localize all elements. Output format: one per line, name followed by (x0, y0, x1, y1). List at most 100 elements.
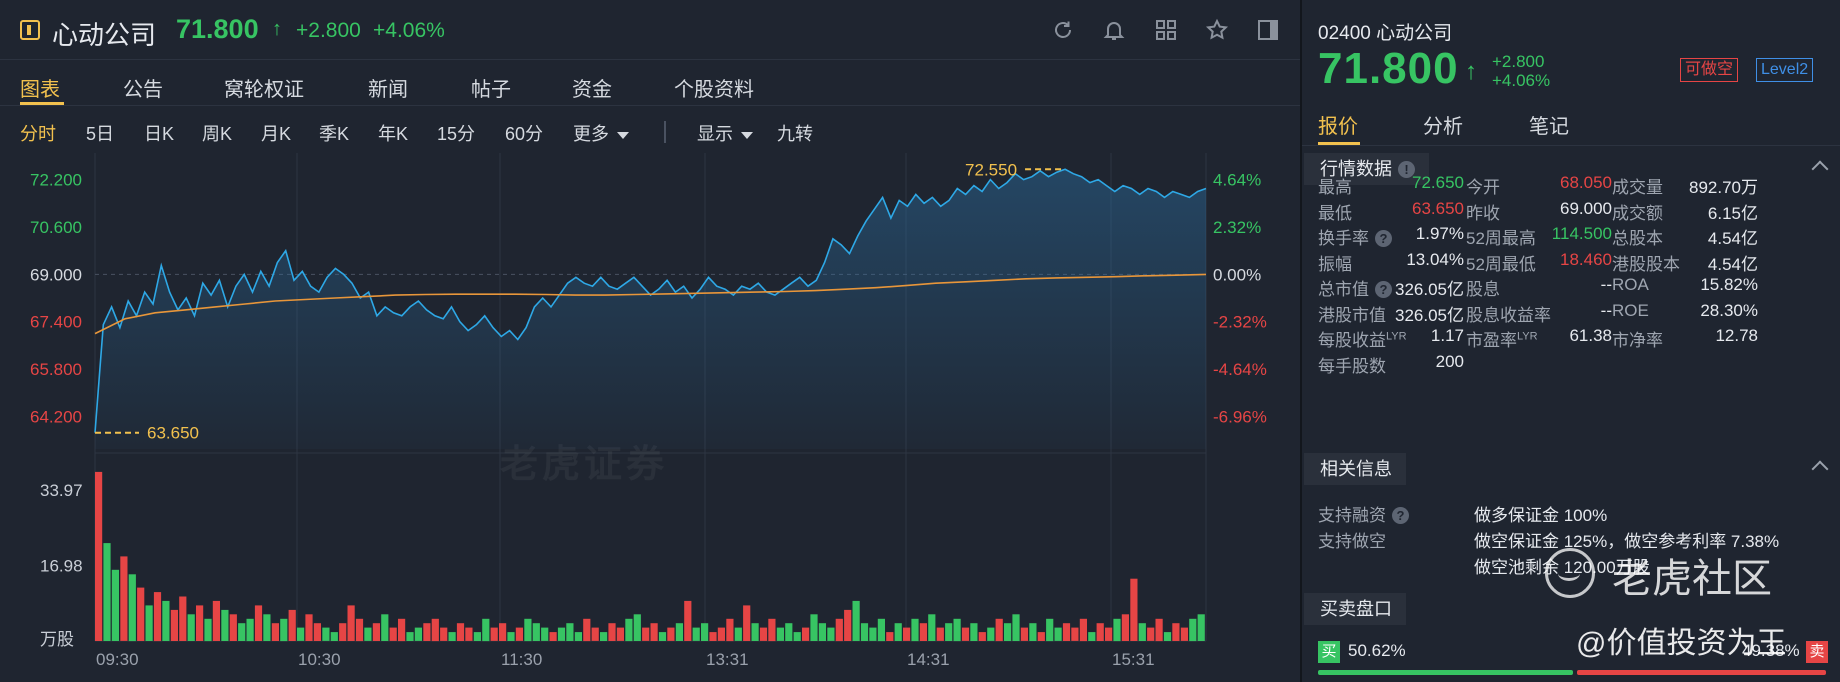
volume-bar (726, 618, 734, 642)
toolbar-divider (664, 121, 666, 143)
period-week-k[interactable]: 周K (202, 124, 233, 144)
volume-bar (608, 623, 616, 641)
volume-bar (759, 627, 768, 641)
star-icon[interactable] (1205, 18, 1229, 42)
stat-label-text: 最高 (1318, 178, 1352, 197)
help-icon[interactable]: ? (1392, 507, 1409, 524)
volume-bar (776, 627, 784, 641)
related-value-financing: 做多保证金 100% (1474, 506, 1608, 525)
related-label-financing: 支持融资? (1318, 501, 1409, 526)
shortable-badge[interactable]: 可做空 (1680, 58, 1739, 82)
stat-label: 市盈率LYR (1466, 326, 1538, 351)
help-icon[interactable]: ? (1375, 281, 1392, 298)
volume-bar (751, 623, 759, 641)
volume-bar (1096, 623, 1104, 641)
volume-bar (313, 623, 321, 641)
tab-news[interactable]: 新闻 (368, 79, 408, 101)
stat-value: -- (1600, 300, 1612, 320)
panel-toggle-icon[interactable] (1256, 18, 1280, 42)
volume-bar (423, 623, 431, 641)
info-icon[interactable]: ! (1398, 161, 1415, 178)
volume-bar (642, 627, 650, 641)
period-intraday[interactable]: 分时 (20, 124, 56, 144)
intraday-chart[interactable]: 72.200 4.64% 70.600 2.32% 69.000 0.00% 67.400 -… (0, 153, 1300, 682)
tab-notes[interactable]: 笔记 (1529, 116, 1569, 138)
period-more-dropdown[interactable]: 更多 (573, 120, 629, 146)
tab-quote[interactable]: 报价 (1318, 116, 1358, 138)
stat-value: 61.38 (1569, 326, 1612, 345)
collapse-icon[interactable] (1811, 160, 1829, 178)
help-icon[interactable]: ? (1375, 230, 1392, 247)
volume-bar (894, 623, 902, 641)
bell-icon[interactable] (1102, 18, 1126, 42)
volume-bar (448, 632, 456, 641)
volume-bar (667, 627, 675, 641)
volume-bar (238, 623, 246, 641)
stat-value: 114.500 (1551, 224, 1612, 243)
low-marker-label: 63.650 (147, 424, 199, 443)
period-quarter-k[interactable]: 季K (319, 124, 350, 144)
y-tick-label: 69.000 (30, 265, 82, 284)
period-day-k[interactable]: 日K (144, 124, 175, 144)
stock-code-name: 02400 心动公司 (1318, 18, 1452, 45)
period-15min[interactable]: 15分 (437, 124, 476, 144)
pane-divider[interactable] (1300, 0, 1302, 682)
stat-value: -- (1600, 275, 1612, 294)
section-title: 行情数据! (1304, 153, 1429, 185)
period-month-k[interactable]: 月K (261, 124, 292, 144)
pct-tick-label: -6.96% (1213, 407, 1267, 426)
tab-capital[interactable]: 资金 (572, 79, 612, 101)
price-area-fill (95, 169, 1206, 450)
volume-bar (928, 614, 936, 641)
volume-bar (507, 632, 515, 641)
tab-posts[interactable]: 帖子 (471, 79, 511, 101)
volume-bar (1020, 627, 1028, 641)
volume-bar (709, 632, 717, 641)
volume-bar (743, 605, 751, 641)
volume-bar (145, 605, 153, 641)
tiger-logo-icon (1545, 548, 1595, 598)
stock-price: 71.800 (176, 14, 259, 44)
y-tick-label: 65.800 (30, 360, 82, 379)
pct-tick-label: 2.32% (1213, 218, 1261, 237)
stat-value: 12.78 (1715, 326, 1758, 345)
tab-analysis[interactable]: 分析 (1423, 116, 1463, 138)
x-tick-label: 13:31 (706, 650, 749, 669)
nine-turn-toggle[interactable]: 九转 (777, 124, 813, 144)
grid-icon[interactable] (1154, 18, 1178, 42)
period-60min[interactable]: 60分 (505, 124, 544, 144)
buy-pct: 50.62% (1348, 641, 1406, 660)
tab-profile[interactable]: 个股资料 (674, 79, 754, 101)
bookmark-icon[interactable] (20, 20, 40, 40)
volume-bar (734, 627, 742, 641)
pct-tick-label: -2.32% (1213, 313, 1267, 332)
volume-bar (246, 618, 254, 642)
active-tab-underline (1318, 142, 1360, 145)
period-year-k[interactable]: 年K (378, 124, 409, 144)
refresh-icon[interactable] (1051, 18, 1075, 42)
display-dropdown[interactable]: 显示 (697, 120, 753, 146)
volume-bar (212, 600, 220, 641)
quote-data-section-header[interactable]: 行情数据! (1302, 153, 1840, 189)
period-5day[interactable]: 5日 (86, 124, 115, 144)
quote-tabs: 报价 分析 笔记 (1302, 108, 1840, 146)
tab-warrants[interactable]: 窝轮权证 (224, 79, 304, 101)
stat-value: 72.650 (1412, 173, 1464, 192)
level2-badge[interactable]: Level2 (1756, 58, 1814, 82)
volume-bar (153, 592, 162, 642)
stat-label-text: 股息收益率 (1466, 305, 1551, 325)
chart-canvas[interactable]: 72.200 4.64% 70.600 2.32% 69.000 0.00% 67.400 -… (0, 153, 1300, 682)
volume-bar (835, 618, 843, 642)
tab-announcements[interactable]: 公告 (123, 79, 163, 101)
order-book-section-header[interactable]: 买卖盘口 (1302, 593, 1840, 629)
tab-chart[interactable]: 图表 (20, 79, 60, 101)
stat-value: 1.17 (1430, 326, 1464, 345)
volume-bar (1029, 623, 1037, 641)
volume-bar (616, 627, 624, 641)
volume-bar (978, 632, 986, 641)
stat-label-text: 成交额 (1612, 203, 1663, 223)
volume-bar (818, 623, 826, 641)
stat-label-text: 换手率 (1318, 229, 1369, 248)
collapse-icon[interactable] (1811, 460, 1829, 478)
related-info-section-header[interactable]: 相关信息 (1302, 453, 1840, 489)
